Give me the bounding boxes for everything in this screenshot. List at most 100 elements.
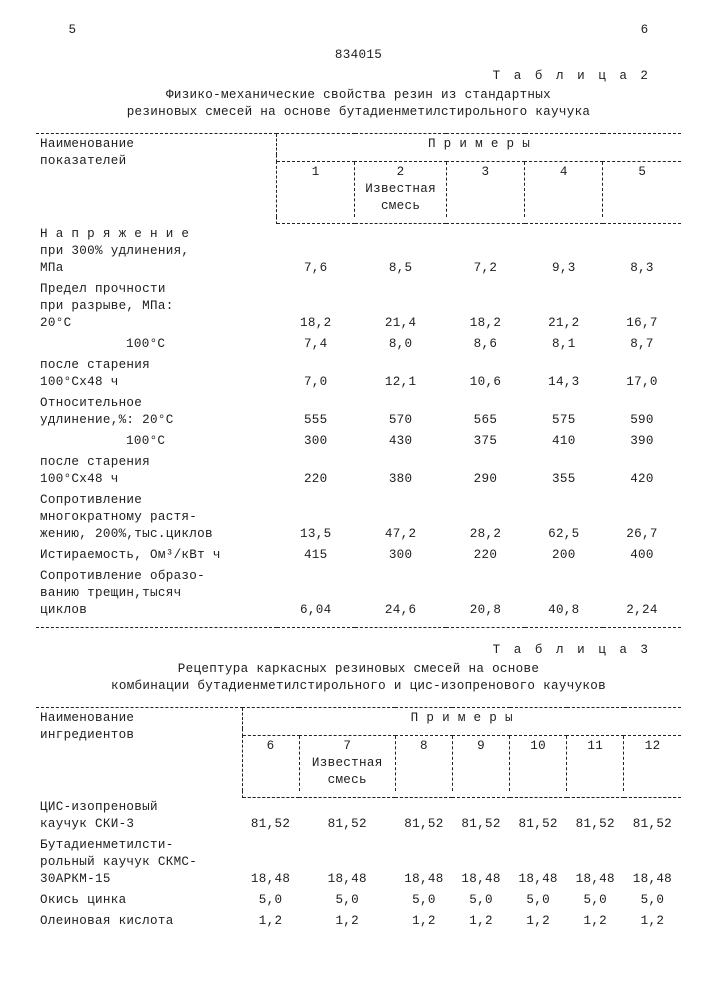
row-name: после старения 100°Сх48 ч xyxy=(36,452,277,490)
cell: 1,2 xyxy=(624,911,681,932)
table-row: Истираемость, Ом³/кВт ч415300220200400 xyxy=(36,545,681,566)
cell: 40,8 xyxy=(525,566,603,621)
cell: 565 xyxy=(446,393,524,431)
cell: 1,2 xyxy=(510,911,567,932)
cell: 24,6 xyxy=(355,566,446,621)
table2-label: Т а б л и ц а 2 xyxy=(36,68,651,85)
cell: 420 xyxy=(603,452,681,490)
table3-col: 12 xyxy=(624,735,681,791)
cell: 81,52 xyxy=(299,797,395,835)
cell: 7,0 xyxy=(277,355,355,393)
cell: 7,2 xyxy=(446,224,524,279)
cell: 18,2 xyxy=(446,279,524,334)
cell: 5,0 xyxy=(299,890,395,911)
cell: 81,52 xyxy=(452,797,509,835)
table3: Наименование ингредиентов П р и м е р ы … xyxy=(36,701,681,933)
cell: 8,5 xyxy=(355,224,446,279)
cell: 8,6 xyxy=(446,334,524,355)
cell: 8,7 xyxy=(603,334,681,355)
cell: 81,52 xyxy=(395,797,452,835)
cell: 555 xyxy=(277,393,355,431)
table-row: после старения 100°Сх48 ч220380290355420 xyxy=(36,452,681,490)
cell: 8,3 xyxy=(603,224,681,279)
row-name: Н а п р я ж е н и е при 300% удлинения, … xyxy=(36,224,277,279)
cell: 18,48 xyxy=(242,835,299,890)
cell: 2,24 xyxy=(603,566,681,621)
table2-col: 4 xyxy=(525,162,603,218)
table-row: Н а п р я ж е н и е при 300% удлинения, … xyxy=(36,224,681,279)
cell: 400 xyxy=(603,545,681,566)
cell: 18,48 xyxy=(624,835,681,890)
cell: 20,8 xyxy=(446,566,524,621)
cell: 1,2 xyxy=(395,911,452,932)
cell: 18,48 xyxy=(567,835,624,890)
cell: 380 xyxy=(355,452,446,490)
cell: 47,2 xyxy=(355,490,446,545)
table3-title: Рецептура каркасных резиновых смесей на … xyxy=(79,661,639,695)
cell: 355 xyxy=(525,452,603,490)
cell: 430 xyxy=(355,431,446,452)
table-row: Сопротивление многократному растя- жению… xyxy=(36,490,681,545)
row-name: Олеиновая кислота xyxy=(36,911,242,932)
row-name: Сопротивление образо- ванию трещин,тысяч… xyxy=(36,566,277,621)
cell: 415 xyxy=(277,545,355,566)
cell: 5,0 xyxy=(242,890,299,911)
row-name: ЦИС-изопреновый каучук СКИ-3 xyxy=(36,797,242,835)
row-name: Окись цинка xyxy=(36,890,242,911)
table2-col: 5 xyxy=(603,162,681,218)
table2-head-name: Наименование показателей xyxy=(36,134,277,224)
row-name: 100°С xyxy=(36,431,277,452)
table-row: после старения 100°Сх48 ч7,012,110,614,3… xyxy=(36,355,681,393)
table3-col: 6 xyxy=(242,735,299,791)
cell: 28,2 xyxy=(446,490,524,545)
table2-title-line2: резиновых смесей на основе бутадиенметил… xyxy=(127,105,591,119)
row-name: 100°С xyxy=(36,334,277,355)
cell: 570 xyxy=(355,393,446,431)
cell: 200 xyxy=(525,545,603,566)
table3-label: Т а б л и ц а 3 xyxy=(36,642,651,659)
cell: 590 xyxy=(603,393,681,431)
cell: 26,7 xyxy=(603,490,681,545)
cell: 10,6 xyxy=(446,355,524,393)
cell: 1,2 xyxy=(452,911,509,932)
cell: 14,3 xyxy=(525,355,603,393)
row-name: Относительное удлинение,%: 20°С xyxy=(36,393,277,431)
cell: 1,2 xyxy=(567,911,624,932)
table3-col: 7 Известная смесь xyxy=(299,735,395,791)
cell: 18,48 xyxy=(452,835,509,890)
table-row: 100°С300430375410390 xyxy=(36,431,681,452)
table3-head-span: П р и м е р ы xyxy=(242,707,681,729)
cell: 62,5 xyxy=(525,490,603,545)
table-row: Бутадиенметилсти- рольный каучук СКМС- 3… xyxy=(36,835,681,890)
cell: 81,52 xyxy=(624,797,681,835)
cell: 290 xyxy=(446,452,524,490)
row-name: Предел прочности при разрыве, МПа: 20°С xyxy=(36,279,277,334)
table-row: ЦИС-изопреновый каучук СКИ-381,5281,5281… xyxy=(36,797,681,835)
row-name: Сопротивление многократному растя- жению… xyxy=(36,490,277,545)
cell: 5,0 xyxy=(624,890,681,911)
cell: 21,2 xyxy=(525,279,603,334)
cell: 1,2 xyxy=(299,911,395,932)
table2-head-span: П р и м е р ы xyxy=(277,134,681,156)
table2-col: 1 xyxy=(277,162,355,218)
table-row: Относительное удлинение,%: 20°С555570565… xyxy=(36,393,681,431)
table3-title-line2: комбинации бутадиенметилстирольного и ци… xyxy=(111,679,606,693)
table2-col: 2 Известная смесь xyxy=(355,162,446,218)
cell: 8,0 xyxy=(355,334,446,355)
cell: 7,4 xyxy=(277,334,355,355)
page-right-num: 6 xyxy=(641,22,649,39)
top-page-numbers: 5 6 xyxy=(69,22,649,39)
cell: 300 xyxy=(355,545,446,566)
cell: 12,1 xyxy=(355,355,446,393)
table-row: Сопротивление образо- ванию трещин,тысяч… xyxy=(36,566,681,621)
table2-title-line1: Физико-механические свойства резин из ст… xyxy=(166,88,551,102)
table-row: Предел прочности при разрыве, МПа: 20°С 1… xyxy=(36,279,681,334)
cell: 13,5 xyxy=(277,490,355,545)
cell: 390 xyxy=(603,431,681,452)
cell: 5,0 xyxy=(452,890,509,911)
cell: 220 xyxy=(446,545,524,566)
cell: 21,4 xyxy=(355,279,446,334)
cell: 5,0 xyxy=(395,890,452,911)
table3-col: 9 xyxy=(452,735,509,791)
cell: 18,48 xyxy=(510,835,567,890)
